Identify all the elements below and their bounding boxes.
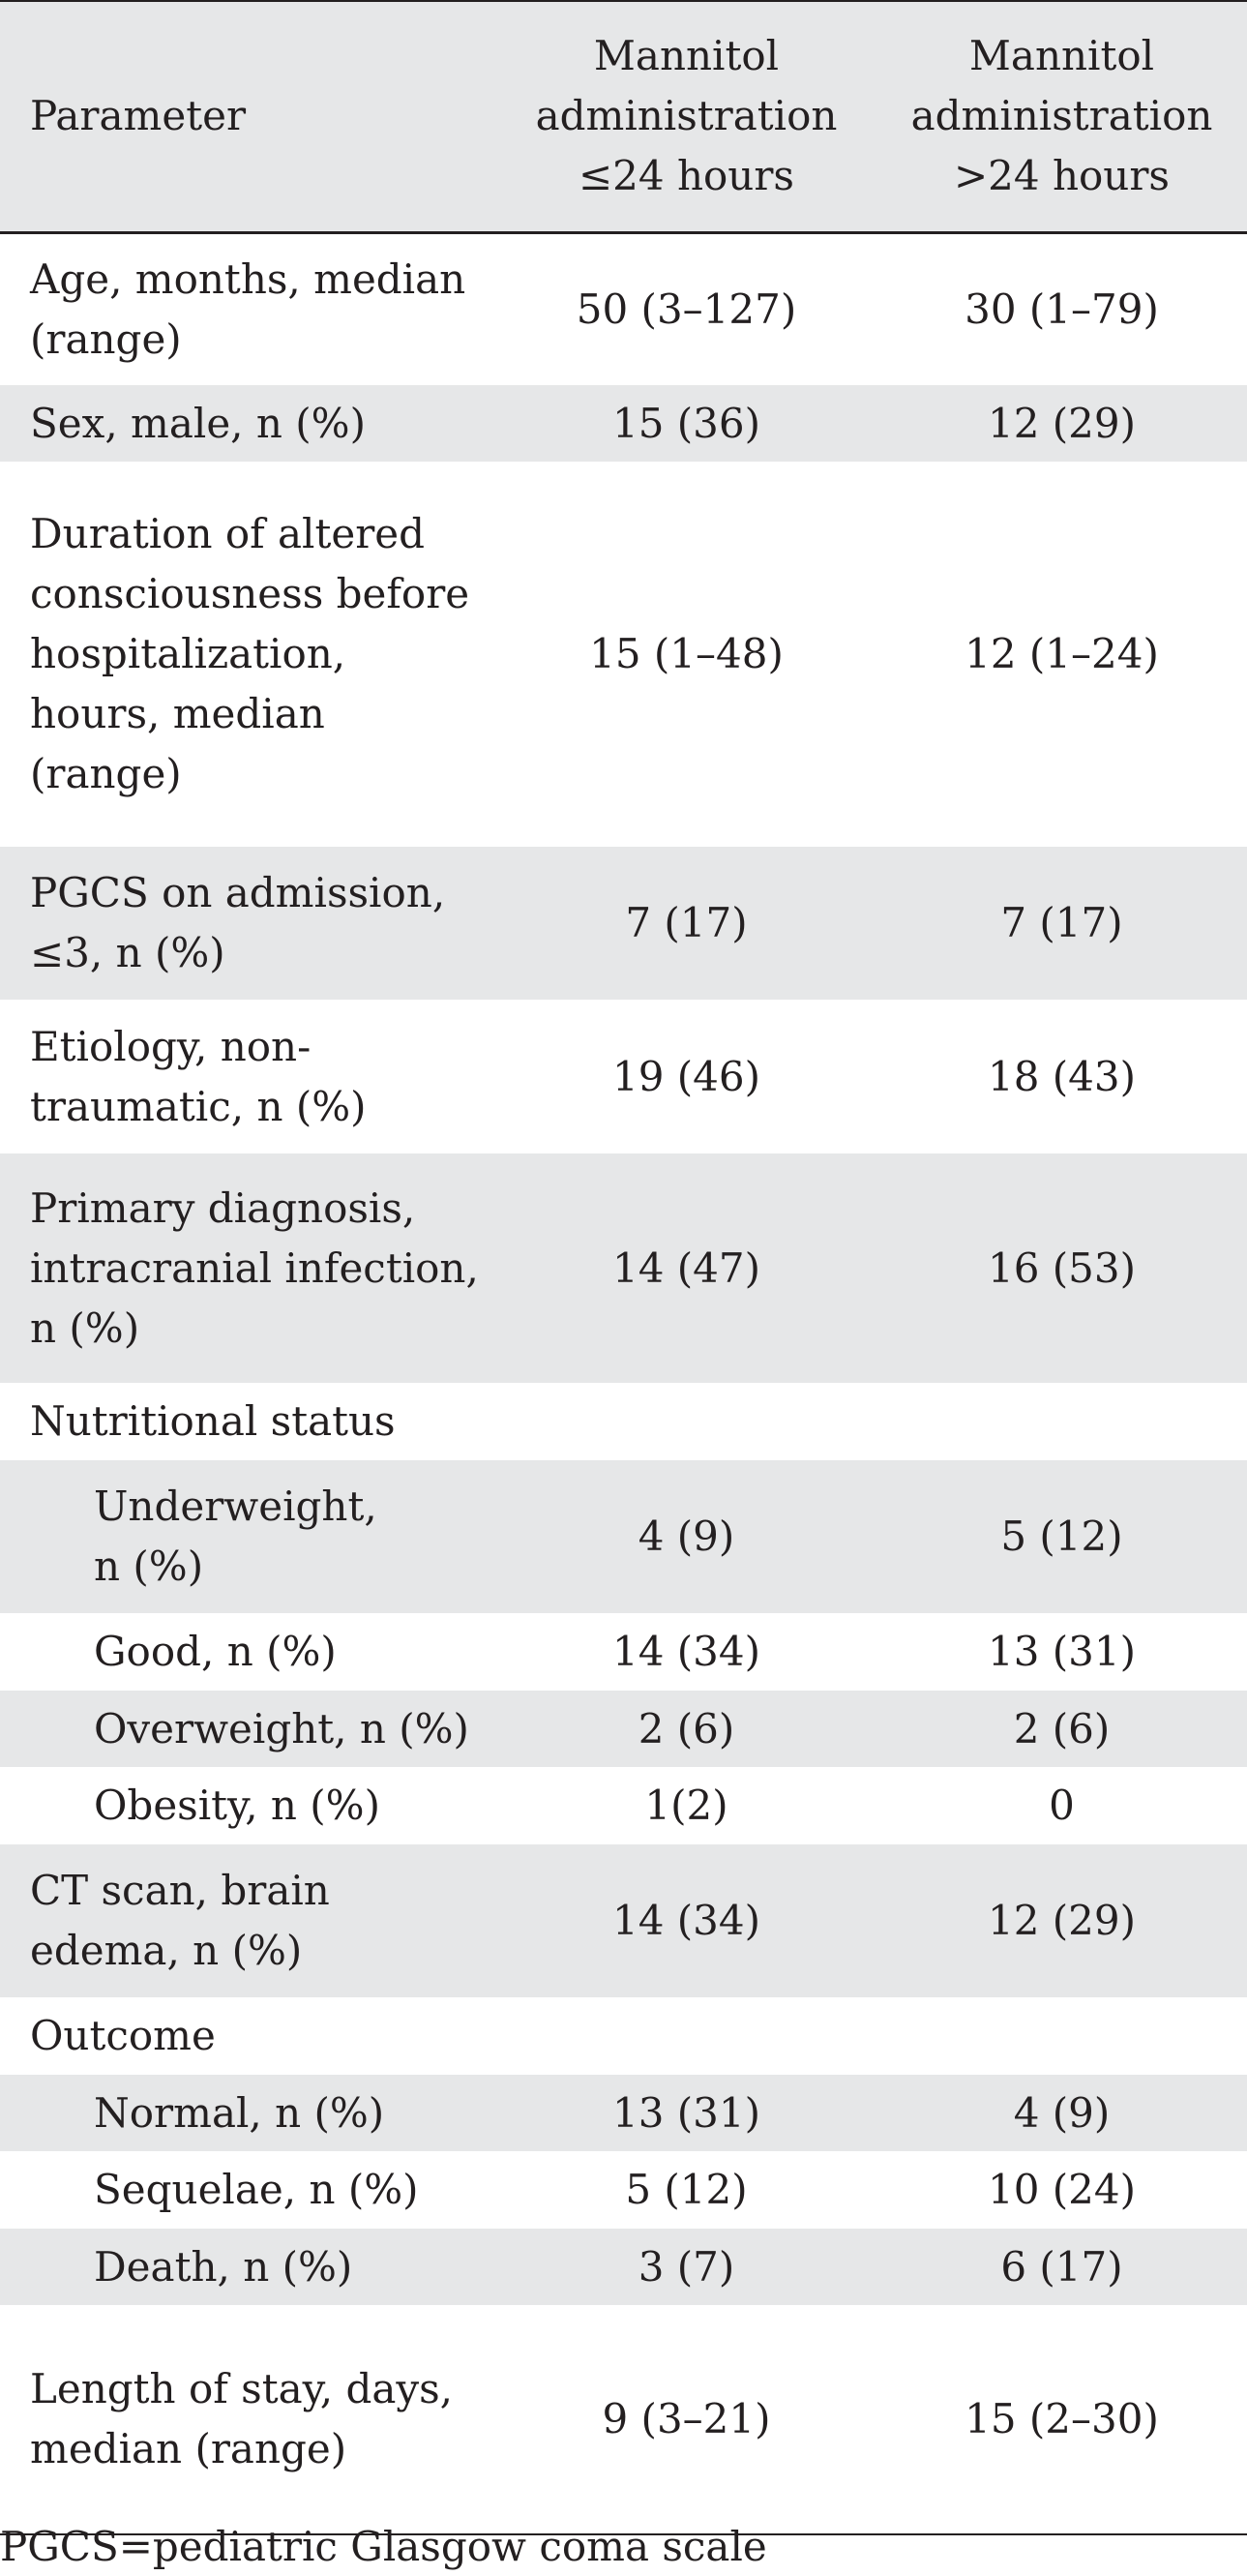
row-label: Underweight, n (%) bbox=[94, 1483, 377, 1590]
cell-gt24: 4 (9) bbox=[1013, 2088, 1111, 2137]
cell-le24: 50 (3–127) bbox=[576, 285, 797, 333]
table-row: Good, n (%) 14 (34) 13 (31) bbox=[0, 1613, 1247, 1691]
table-row: Length of stay, days, median (range) 9 (3… bbox=[0, 2305, 1247, 2534]
table-row: Nutritional status bbox=[0, 1383, 1247, 1460]
row-label: Normal, n (%) bbox=[94, 2088, 385, 2137]
cell-le24: 15 (36) bbox=[611, 399, 760, 447]
table-row: Normal, n (%) 13 (31) 4 (9) bbox=[0, 2075, 1247, 2151]
table-footnote: PGCS=pediatric Glasgow coma scale bbox=[0, 2523, 767, 2570]
row-label: Outcome bbox=[30, 2012, 216, 2059]
table-row: Underweight, n (%) 4 (9) 5 (12) bbox=[0, 1460, 1247, 1613]
cell-le24: 13 (31) bbox=[611, 2088, 760, 2137]
table-row: Obesity, n (%) 1(2) 0 bbox=[0, 1767, 1247, 1844]
cell-gt24: 15 (2–30) bbox=[965, 2395, 1159, 2442]
row-label: Etiology, non-traumatic, n (%) bbox=[30, 1022, 367, 1130]
cell-le24: 1(2) bbox=[644, 1782, 728, 1829]
row-label: Death, n (%) bbox=[94, 2242, 353, 2291]
header-parameter: Parameter bbox=[30, 92, 247, 140]
cell-le24: 3 (7) bbox=[638, 2242, 735, 2291]
cell-le24: 14 (34) bbox=[611, 1897, 760, 1944]
cell-gt24: 10 (24) bbox=[987, 2166, 1136, 2213]
table-row: Etiology, non-traumatic, n (%) 19 (46) 1… bbox=[0, 1000, 1247, 1153]
table-row: Sequelae, n (%) 5 (12) 10 (24) bbox=[0, 2151, 1247, 2229]
row-label: Overweight, n (%) bbox=[94, 1704, 469, 1752]
table-header: Parameter Mannitol administration ≤24 hour… bbox=[0, 1, 1247, 232]
cell-le24: 9 (3–21) bbox=[602, 2395, 771, 2442]
row-label: Obesity, n (%) bbox=[94, 1782, 380, 1829]
cell-gt24: 7 (17) bbox=[1000, 899, 1123, 946]
cell-le24 bbox=[496, 1383, 876, 1460]
cell-le24: 4 (9) bbox=[638, 1513, 735, 1560]
row-label: Primary diagnosis, intracranial infection… bbox=[30, 1183, 479, 1352]
cell-gt24: 30 (1–79) bbox=[965, 285, 1159, 333]
table-row: Sex, male, n (%) 15 (36) 12 (29) bbox=[0, 385, 1247, 462]
table-body: Age, months, median (range) 50 (3–127) 30… bbox=[0, 232, 1247, 2534]
row-label: Nutritional status bbox=[30, 1397, 396, 1445]
row-label: Length of stay, days, median (range) bbox=[30, 2365, 454, 2472]
cell-gt24: 5 (12) bbox=[1000, 1513, 1123, 1560]
table-row: Duration of altered consciousness before h… bbox=[0, 462, 1247, 847]
row-label: PGCS on admission, ≤3, n (%) bbox=[30, 869, 446, 976]
table-row: Age, months, median (range) 50 (3–127) 30… bbox=[0, 232, 1247, 385]
row-label: Sequelae, n (%) bbox=[94, 2166, 419, 2213]
header-mannitol-gt24: Mannitol administration >24 hours bbox=[910, 32, 1213, 200]
row-label: Good, n (%) bbox=[94, 1628, 337, 1675]
cell-gt24 bbox=[876, 1383, 1247, 1460]
table-row: CT scan, brain edema, n (%) 14 (34) 12 (2… bbox=[0, 1844, 1247, 1997]
cell-le24: 15 (1–48) bbox=[589, 630, 784, 677]
row-label: Sex, male, n (%) bbox=[30, 399, 366, 447]
row-label: Age, months, median (range) bbox=[30, 255, 466, 363]
table-row: Primary diagnosis, intracranial infection… bbox=[0, 1153, 1247, 1383]
header-row: Parameter Mannitol administration ≤24 hour… bbox=[0, 1, 1247, 232]
cell-le24: 14 (47) bbox=[611, 1243, 760, 1292]
cell-gt24: 16 (53) bbox=[987, 1243, 1136, 1292]
cell-le24: 7 (17) bbox=[625, 899, 748, 946]
table-row: PGCS on admission, ≤3, n (%) 7 (17) 7 (17… bbox=[0, 847, 1247, 1000]
cell-le24: 19 (46) bbox=[611, 1052, 760, 1100]
row-label: CT scan, brain edema, n (%) bbox=[30, 1867, 330, 1974]
cell-gt24: 12 (1–24) bbox=[965, 630, 1159, 677]
cell-gt24: 6 (17) bbox=[1000, 2242, 1123, 2291]
row-label: Duration of altered consciousness before h… bbox=[30, 510, 470, 797]
header-mannitol-le24: Mannitol administration ≤24 hours bbox=[535, 32, 838, 200]
cell-le24: 5 (12) bbox=[625, 2166, 748, 2213]
table-row: Overweight, n (%) 2 (6) 2 (6) bbox=[0, 1691, 1247, 1767]
cell-gt24: 0 bbox=[1049, 1782, 1075, 1829]
cell-gt24: 13 (31) bbox=[987, 1628, 1136, 1675]
cell-gt24: 12 (29) bbox=[987, 1897, 1136, 1944]
cell-gt24: 12 (29) bbox=[987, 399, 1136, 447]
cell-le24: 14 (34) bbox=[611, 1628, 760, 1675]
cell-gt24: 2 (6) bbox=[1013, 1704, 1111, 1752]
cell-le24: 2 (6) bbox=[638, 1704, 735, 1752]
table-row: Outcome bbox=[0, 1997, 1247, 2075]
cell-gt24: 18 (43) bbox=[987, 1052, 1136, 1100]
table-row: Death, n (%) 3 (7) 6 (17) bbox=[0, 2229, 1247, 2305]
cell-gt24 bbox=[876, 1997, 1247, 2075]
cell-le24 bbox=[496, 1997, 876, 2075]
